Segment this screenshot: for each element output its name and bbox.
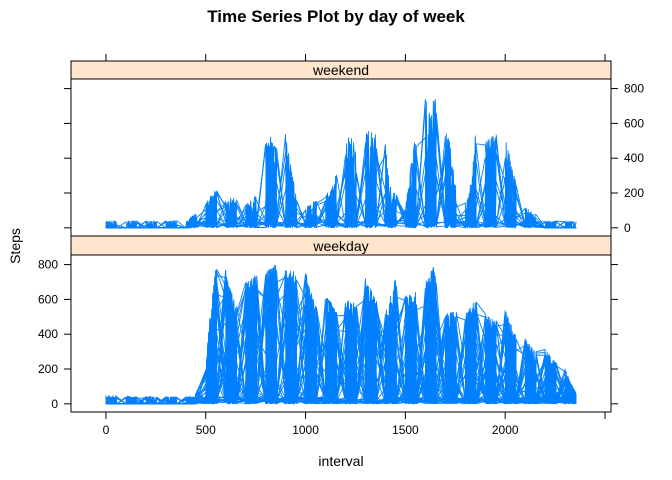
x-axis: 0 500 1000 1500 2000	[103, 54, 606, 437]
x-tick-label: 2000	[492, 423, 519, 437]
y-tick-label: 800	[38, 258, 58, 272]
series-line	[105, 112, 577, 229]
series-lines-weekend	[105, 99, 577, 229]
y-tick-label: 600	[624, 116, 644, 130]
y-tick-label: 400	[624, 151, 644, 165]
y-tick-label: 400	[38, 327, 58, 341]
strip-label-weekend: weekend	[312, 62, 369, 78]
panel-weekday: weekday	[70, 235, 612, 413]
x-tick-label: 1500	[392, 423, 419, 437]
x-tick-label: 1000	[292, 423, 319, 437]
series-line	[105, 276, 577, 405]
y-tick-label: 200	[38, 362, 58, 376]
series-line	[105, 273, 577, 405]
y-tick-label: 0	[51, 397, 58, 411]
panel-frame-weekday	[70, 254, 612, 413]
y-axis: 0 200 400 600 800 0 200 400 600 800	[38, 82, 644, 411]
y-tick-label: 0	[624, 221, 631, 235]
x-tick-label: 0	[103, 423, 110, 437]
y-tick-label: 800	[624, 82, 644, 96]
y-axis-label: Steps	[7, 228, 23, 264]
y-tick-label: 200	[624, 186, 644, 200]
series-line	[105, 109, 577, 229]
chart-title: Time Series Plot by day of week	[207, 7, 465, 26]
strip-label-weekday: weekday	[312, 238, 368, 254]
panel-weekend: weekend	[70, 60, 612, 237]
series-line	[105, 273, 577, 405]
panels-layer: weekend weekday	[70, 60, 612, 413]
x-axis-label: interval	[318, 453, 363, 469]
x-tick-label: 500	[196, 423, 216, 437]
y-tick-label: 600	[38, 292, 58, 306]
series-lines-weekday	[105, 265, 577, 405]
